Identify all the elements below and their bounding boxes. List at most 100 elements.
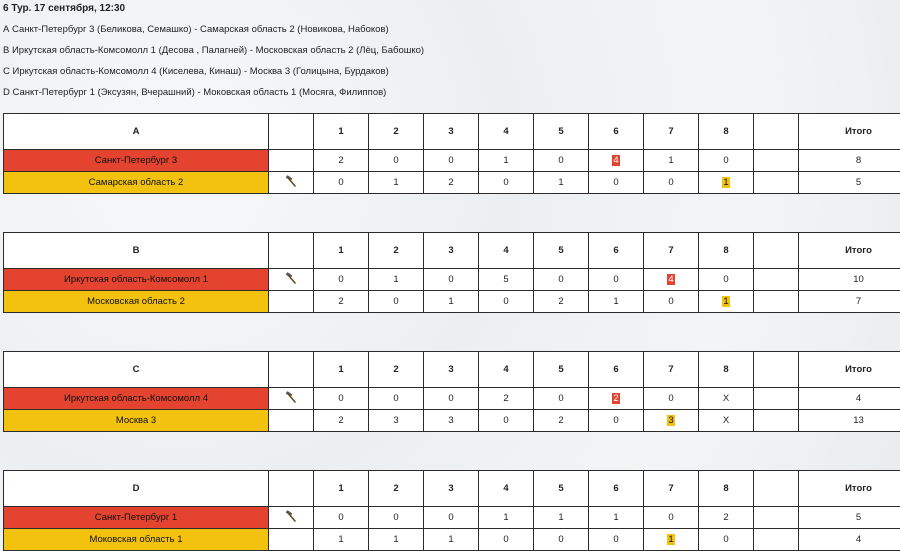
end-score: 1 [589, 507, 644, 529]
total-score: 4 [799, 529, 900, 551]
end-score: 1 [699, 291, 754, 313]
end-header-2: 2 [369, 471, 424, 507]
end-header-1: 1 [314, 352, 369, 388]
team-name: Иркутская область-Комсомолл 1 [4, 269, 269, 291]
match-line-b: B Иркутская область-Комсомолл 1 (Десова … [3, 45, 424, 56]
end-score: 2 [424, 172, 479, 194]
end-score-highlight: 4 [667, 274, 674, 285]
end-score: 1 [479, 507, 534, 529]
end-header-7: 7 [644, 114, 699, 150]
hammer-cell [269, 150, 314, 172]
end-score: 0 [424, 150, 479, 172]
sheet-label: D [4, 471, 269, 507]
end-score: 0 [644, 172, 699, 194]
end-header-4: 4 [479, 471, 534, 507]
end-header-4: 4 [479, 114, 534, 150]
end-score: 1 [369, 269, 424, 291]
total-score: 5 [799, 507, 900, 529]
extra-end-score [754, 410, 799, 432]
end-score: 1 [699, 172, 754, 194]
end-score: 1 [644, 150, 699, 172]
end-header-7: 7 [644, 233, 699, 269]
end-score: 1 [424, 529, 479, 551]
end-score: 4 [644, 269, 699, 291]
end-score: 0 [369, 291, 424, 313]
end-header-2: 2 [369, 233, 424, 269]
end-score-highlight: 1 [667, 534, 674, 545]
end-score: 5 [479, 269, 534, 291]
extra-end-score [754, 291, 799, 313]
end-score: 1 [369, 172, 424, 194]
end-header-5: 5 [534, 352, 589, 388]
end-score: 0 [644, 291, 699, 313]
extra-end-score [754, 269, 799, 291]
end-header-7: 7 [644, 471, 699, 507]
end-header-6: 6 [589, 114, 644, 150]
end-score-highlight: 4 [612, 155, 619, 166]
end-header-8: 8 [699, 114, 754, 150]
end-score: 4 [589, 150, 644, 172]
team-name: Санкт-Петербург 3 [4, 150, 269, 172]
round-title: 6 Тур. 17 сентября, 12:30 [3, 3, 125, 14]
team-name: Санкт-Петербург 1 [4, 507, 269, 529]
end-score: 0 [314, 269, 369, 291]
extra-end-score [754, 172, 799, 194]
hammer-icon [285, 272, 297, 284]
end-score-highlight: 1 [722, 177, 729, 188]
team-name: Самарская область 2 [4, 172, 269, 194]
end-score: 0 [644, 507, 699, 529]
end-score: 0 [534, 269, 589, 291]
end-score-highlight: 1 [722, 296, 729, 307]
end-score: 0 [589, 172, 644, 194]
end-score: 0 [424, 507, 479, 529]
end-header-5: 5 [534, 471, 589, 507]
end-score-highlight: 3 [667, 415, 674, 426]
hammer-cell [269, 291, 314, 313]
end-score: 0 [534, 529, 589, 551]
hammer-cell [269, 410, 314, 432]
end-score: 0 [589, 529, 644, 551]
sheet-label: C [4, 352, 269, 388]
extra-end-score [754, 529, 799, 551]
hammer-cell [269, 172, 314, 194]
end-score: 0 [314, 388, 369, 410]
end-header-6: 6 [589, 471, 644, 507]
end-score: 1 [314, 529, 369, 551]
end-header-8: 8 [699, 233, 754, 269]
end-score: 1 [534, 172, 589, 194]
extra-end-score [754, 507, 799, 529]
total-score: 8 [799, 150, 900, 172]
hammer-cell [269, 388, 314, 410]
end-header-2: 2 [369, 114, 424, 150]
end-score: 3 [369, 410, 424, 432]
team-name: Иркутская область-Комсомолл 4 [4, 388, 269, 410]
extra-end-header [754, 471, 799, 507]
extra-end-header [754, 233, 799, 269]
total-score: 7 [799, 291, 900, 313]
end-score: 1 [589, 291, 644, 313]
end-header-2: 2 [369, 352, 424, 388]
end-score: 0 [699, 150, 754, 172]
total-score: 10 [799, 269, 900, 291]
end-score: 0 [534, 388, 589, 410]
hammer-header-cell [269, 233, 314, 269]
end-score: 0 [699, 529, 754, 551]
end-score: 2 [589, 388, 644, 410]
end-score-highlight: 2 [612, 393, 619, 404]
total-score: 5 [799, 172, 900, 194]
extra-end-header [754, 352, 799, 388]
match-line-a: А Санкт-Петербург 3 (Беликова, Семашко) … [3, 24, 389, 35]
end-score: 2 [479, 388, 534, 410]
hammer-icon [285, 510, 297, 522]
end-score: 0 [479, 172, 534, 194]
end-score: 1 [479, 150, 534, 172]
end-score: 0 [369, 150, 424, 172]
